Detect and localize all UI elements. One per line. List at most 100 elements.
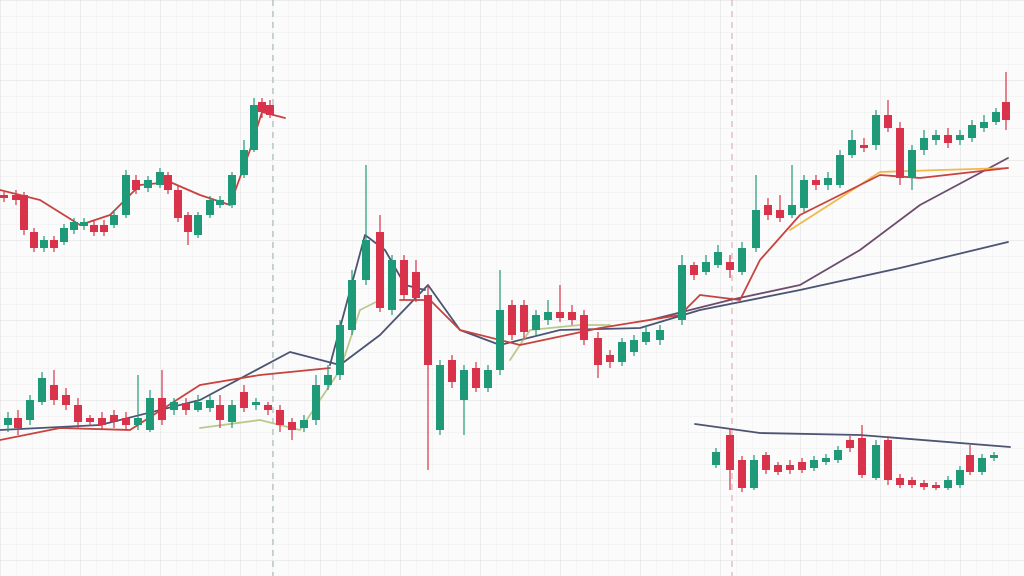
candle-body	[656, 330, 664, 340]
moving-average-line	[649, 157, 1009, 321]
candle-body	[412, 272, 420, 298]
moving-average-line	[694, 423, 1011, 448]
moving-average-line	[399, 167, 1009, 346]
candle-body	[0, 195, 8, 198]
candle-body	[312, 385, 320, 420]
candle-body	[556, 312, 564, 318]
candle-body	[714, 252, 722, 265]
candle-body	[348, 280, 356, 330]
candle-body	[896, 478, 904, 485]
candle-body	[264, 405, 272, 410]
candle-body	[834, 450, 842, 460]
candle-body	[228, 405, 236, 422]
candle-body	[606, 355, 614, 362]
candle-body	[122, 418, 130, 425]
candle-body	[750, 460, 758, 488]
candle-body	[544, 312, 552, 320]
candle-body	[932, 135, 940, 140]
candle-body	[70, 222, 78, 230]
candle-body	[156, 172, 164, 185]
candle-body	[956, 470, 964, 485]
candle-body	[134, 418, 142, 425]
candle-body	[4, 418, 12, 425]
candle-body	[956, 135, 964, 140]
candle-body	[520, 305, 528, 332]
candle-body	[484, 370, 492, 388]
candle-body	[62, 395, 70, 405]
candle-body	[642, 332, 650, 342]
candle-body	[812, 180, 820, 185]
candle-body	[568, 312, 576, 320]
candle-body	[252, 402, 260, 405]
candle-body	[990, 455, 998, 458]
candle-body	[920, 138, 928, 150]
candle-body	[240, 150, 248, 175]
candle-body	[920, 483, 928, 487]
candle-body	[216, 200, 224, 205]
candle-body	[266, 105, 274, 115]
candle-body	[50, 240, 58, 248]
candle-body	[738, 460, 746, 488]
candle-body	[472, 368, 480, 388]
candle-body	[800, 180, 808, 208]
candle-body	[182, 403, 190, 410]
candle-body	[752, 210, 760, 248]
candle-body	[144, 180, 152, 188]
candle-body	[216, 405, 224, 420]
candle-body	[132, 180, 140, 190]
candle-body	[712, 452, 720, 465]
candle-body	[944, 135, 952, 143]
candle-body	[774, 465, 782, 472]
candle-body	[992, 112, 1000, 122]
candle-body	[90, 225, 98, 232]
candle-body	[400, 260, 408, 295]
candle-body	[896, 128, 904, 178]
candle-body	[738, 248, 746, 272]
candles	[0, 72, 1010, 492]
candle-body	[100, 225, 108, 232]
candle-body	[858, 438, 866, 475]
candle-body	[776, 210, 784, 218]
candle-body	[14, 418, 22, 428]
candle-body	[122, 175, 130, 215]
candle-body	[362, 240, 370, 280]
candle-body	[98, 418, 106, 425]
candle-body	[980, 122, 988, 128]
candle-body	[968, 125, 976, 138]
candle-body	[448, 360, 456, 382]
candle-body	[932, 485, 940, 488]
candle-body	[240, 392, 248, 408]
candle-body	[630, 340, 638, 352]
candle-body	[884, 440, 892, 480]
candle-body	[678, 265, 686, 320]
candle-body	[376, 232, 384, 308]
candle-body	[594, 338, 602, 365]
candle-body	[966, 455, 974, 472]
candle-body	[50, 385, 58, 400]
candle-body	[194, 215, 202, 235]
candle-body	[436, 365, 444, 430]
candle-body	[86, 418, 94, 422]
candle-body	[762, 455, 770, 470]
candle-body	[80, 222, 88, 226]
candle-body	[60, 228, 68, 242]
candle-body	[40, 240, 48, 248]
candle-body	[324, 375, 332, 385]
candle-body	[690, 265, 698, 275]
candle-body	[702, 262, 710, 272]
candle-body	[110, 215, 118, 225]
candle-body	[250, 105, 258, 150]
candle-body	[788, 205, 796, 215]
candle-body	[872, 445, 880, 478]
candle-body	[194, 402, 202, 410]
candle-body	[726, 262, 734, 270]
candle-body	[170, 402, 178, 410]
candle-body	[26, 400, 34, 420]
candle-body	[110, 415, 118, 422]
candle-body	[580, 315, 588, 340]
candle-body	[388, 260, 396, 310]
candle-body	[276, 410, 284, 425]
